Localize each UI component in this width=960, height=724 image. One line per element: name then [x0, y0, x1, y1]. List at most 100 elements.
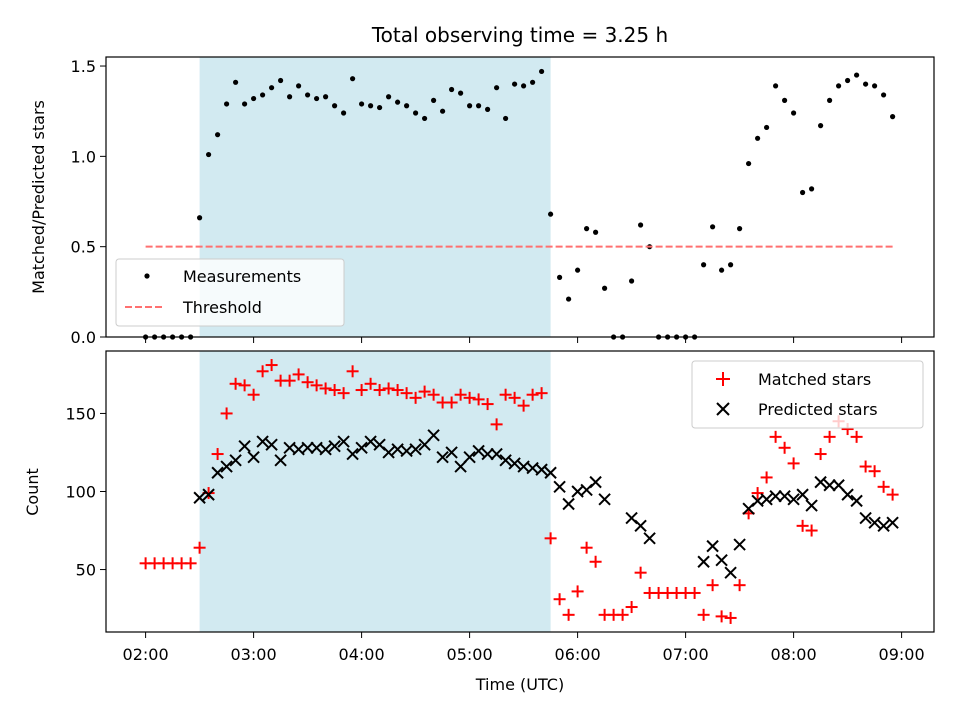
measurement-point	[224, 101, 230, 107]
measurement-point	[287, 94, 293, 100]
predicted-star-point	[211, 466, 224, 479]
measurement-point	[539, 68, 545, 75]
matched-star-point	[229, 377, 242, 390]
measurement-point	[827, 97, 833, 103]
matched-star-point	[193, 541, 206, 554]
measurement-point	[809, 186, 815, 192]
predicted-star-point	[328, 440, 341, 453]
measurement-point	[773, 83, 779, 89]
top-panel: 0.0 0.5 1.0 1.5 Matched/Predicted stars Mea…	[29, 56, 935, 347]
predicted-star-point	[508, 457, 521, 470]
matched-star-point	[445, 396, 458, 409]
matched-star-point	[751, 487, 764, 500]
measurement-point	[521, 83, 527, 89]
matched-star-point	[247, 388, 260, 401]
measurement-point	[566, 296, 572, 302]
matched-star-point	[580, 541, 593, 554]
matched-star-point	[796, 519, 809, 532]
matched-star-point	[571, 585, 584, 598]
predicted-star-point	[301, 441, 314, 454]
measurement-point	[602, 285, 608, 291]
predicted-star-point	[346, 447, 359, 461]
bottom-x-ticks: 02:00 03:00 04:00 05:00 06:00 07:00 08:00 09:00	[123, 632, 925, 664]
x-tick-label: 08:00	[771, 645, 817, 664]
predicted-star-point	[859, 511, 872, 525]
x-tick-label: 05:00	[447, 645, 493, 664]
measurement-point	[818, 123, 824, 129]
x-tick-label: 07:00	[663, 645, 709, 664]
top-legend-box	[115, 258, 345, 327]
predicted-star-point	[409, 443, 422, 456]
matched-star-point	[454, 388, 467, 401]
bottom-legend-box	[691, 360, 924, 429]
predicted-star-point	[733, 538, 746, 551]
chart-title: Total observing time = 3.25 h	[371, 23, 668, 47]
bottom-y-axis-label: Count	[23, 468, 42, 516]
matched-star-point	[265, 359, 278, 372]
measurement-point	[800, 189, 806, 196]
measurement-point	[278, 77, 284, 84]
measurement-point	[710, 224, 716, 230]
predicted-star-point	[427, 429, 440, 442]
matched-star-point	[697, 608, 710, 621]
predicted-star-point	[265, 438, 278, 451]
matched-star-point	[562, 608, 575, 621]
measurement-point	[854, 72, 860, 78]
measurement-point	[746, 160, 752, 167]
measurement-point	[395, 99, 401, 105]
matched-star-point	[805, 524, 818, 537]
top-y-tick-label: 1.5	[71, 57, 96, 76]
predicted-star-point	[364, 435, 377, 448]
bottom-axes-frame	[105, 350, 935, 633]
measurement-point	[449, 86, 455, 93]
measurement-point	[233, 79, 239, 85]
top-axes-frame	[105, 56, 935, 338]
predicted-star-point	[490, 447, 503, 461]
bottom-legend: Matched stars Predicted stars	[691, 360, 924, 429]
measurement-point	[836, 83, 842, 89]
matched-star-point	[292, 368, 305, 381]
measurement-point	[863, 81, 869, 87]
predicted-star-point	[274, 454, 287, 467]
measurement-point	[494, 85, 500, 91]
predicted-star-point	[787, 493, 800, 506]
predicted-star-point	[229, 454, 242, 467]
legend-threshold-label: Threshold	[182, 298, 262, 317]
matched-star-point	[400, 387, 413, 400]
bottom-y-tick-label: 50	[76, 561, 96, 580]
top-legend: Measurements Threshold	[115, 258, 345, 327]
top-y-tick-label: 1.0	[71, 147, 96, 166]
predicted-star-point	[535, 463, 548, 476]
matched-star-point	[220, 407, 233, 420]
matched-star-point	[472, 393, 485, 406]
matched-star-point	[688, 586, 701, 599]
predicted-star-point	[706, 539, 719, 553]
measurement-point	[440, 108, 446, 114]
measurement-point	[197, 215, 203, 221]
measurement-point	[701, 262, 707, 268]
measurement-point	[458, 90, 464, 96]
matched-star-point	[499, 388, 512, 401]
matched-star-point	[634, 566, 647, 579]
bottom-y-tick-label: 150	[65, 404, 96, 423]
matched-star-point	[481, 398, 494, 411]
matched-star-point	[589, 555, 602, 568]
matched-star-point	[877, 480, 890, 493]
x-tick-label: 02:00	[123, 645, 169, 664]
matched-star-point	[859, 460, 872, 473]
predicted-star-point	[715, 553, 728, 567]
measurement-point	[719, 267, 725, 273]
predicted-star-point	[499, 454, 512, 467]
matched-star-point	[463, 391, 476, 404]
measurement-point	[314, 95, 320, 102]
matched-star-point	[886, 488, 899, 501]
matched-star-point	[337, 387, 350, 400]
measurement-point	[476, 103, 482, 109]
measurements-points	[143, 68, 896, 340]
measurement-point	[377, 104, 383, 111]
measurement-point	[629, 278, 635, 284]
predicted-star-point	[319, 443, 332, 456]
predicted-star-point	[256, 435, 269, 448]
predicted-star-point	[202, 488, 215, 501]
